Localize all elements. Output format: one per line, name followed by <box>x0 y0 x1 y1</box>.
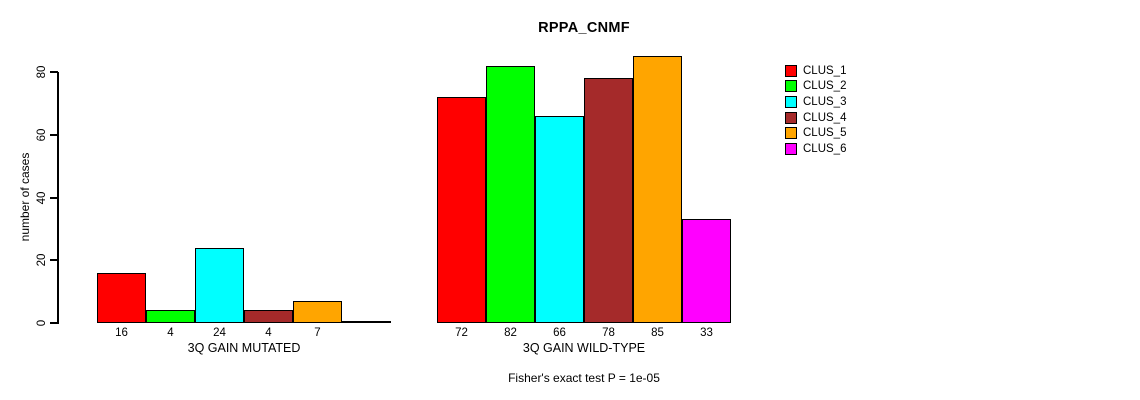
bar-clus_1 <box>437 97 486 323</box>
bar-clus_6-zero-line <box>342 321 391 323</box>
legend-color-swatch-icon <box>785 80 797 93</box>
legend-color-swatch-icon <box>785 142 797 155</box>
bar-clus_4 <box>584 78 633 323</box>
group-label-mutated: 3Q GAIN MUTATED <box>187 341 301 355</box>
y-axis-line <box>57 72 59 324</box>
legend: CLUS_1 CLUS_2 CLUS_3 CLUS_4 CLUS_5 CLUS_6 <box>785 63 846 157</box>
bar-clus_5 <box>633 56 682 323</box>
bar-value-label: 16 <box>115 327 128 339</box>
bar-value-label: 85 <box>651 327 664 339</box>
y-tick-mark <box>50 259 58 262</box>
legend-label: CLUS_5 <box>803 127 847 140</box>
legend-color-swatch-icon <box>785 64 797 77</box>
bar-clus_3 <box>535 115 584 323</box>
y-tick-label: 20 <box>36 253 48 267</box>
y-tick-mark <box>50 196 58 199</box>
bar-value-label: 82 <box>504 327 517 339</box>
legend-color-swatch-icon <box>785 127 797 140</box>
bar-value-label: 78 <box>602 327 615 339</box>
bar-value-label: 7 <box>314 327 321 339</box>
legend-item: CLUS_6 <box>785 141 846 157</box>
bar-value-label: 4 <box>265 327 272 339</box>
y-tick-mark <box>50 133 58 136</box>
y-tick-label: 60 <box>36 128 48 142</box>
bar-clus_2 <box>486 65 535 323</box>
bar-clus_4 <box>244 310 293 323</box>
legend-color-swatch-icon <box>785 95 797 108</box>
legend-item: CLUS_4 <box>785 110 846 126</box>
legend-item: CLUS_1 <box>785 63 846 79</box>
legend-item: CLUS_2 <box>785 79 846 95</box>
y-tick-label: 80 <box>36 65 48 79</box>
bar-value-label: 33 <box>700 327 713 339</box>
y-tick-mark <box>50 71 58 73</box>
legend-item: CLUS_3 <box>785 94 846 110</box>
y-tick-label: 40 <box>36 191 48 204</box>
group-label-wildtype: 3Q GAIN WILD-TYPE <box>522 341 646 355</box>
legend-label: CLUS_3 <box>803 95 847 108</box>
legend-color-swatch-icon <box>785 111 797 124</box>
bar-value-label: 72 <box>455 327 468 339</box>
y-tick-label: 0 <box>36 319 48 327</box>
annotation-fisher-test: Fisher's exact test P = 1e-05 <box>508 371 660 385</box>
y-axis-label: number of cases <box>18 152 32 242</box>
bar-clus_5 <box>293 301 342 323</box>
chart-title: RPPA_CNMF <box>538 20 630 36</box>
bar-value-label: 66 <box>553 327 566 339</box>
bar-value-label: 4 <box>167 327 174 339</box>
y-tick-mark <box>50 322 58 324</box>
legend-label: CLUS_1 <box>803 64 847 77</box>
bar-clus_1 <box>97 272 146 323</box>
legend-label: CLUS_6 <box>803 142 847 155</box>
bar-value-label: 24 <box>213 327 226 339</box>
legend-label: CLUS_2 <box>803 80 847 93</box>
bar-clus_6 <box>682 219 731 323</box>
bar-clus_2 <box>146 310 195 323</box>
legend-label: CLUS_4 <box>803 111 847 124</box>
bar-clus_3 <box>195 247 244 323</box>
legend-item: CLUS_5 <box>785 125 846 141</box>
